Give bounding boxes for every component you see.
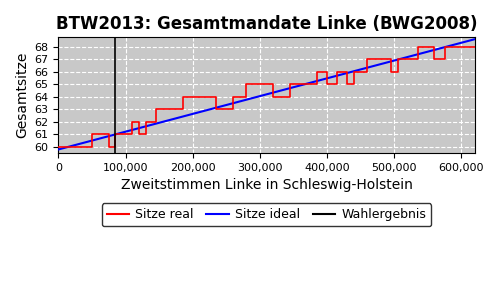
Y-axis label: Gesamtsitze: Gesamtsitze: [15, 52, 29, 138]
Title: BTW2013: Gesamtmandate Linke (BWG2008): BTW2013: Gesamtmandate Linke (BWG2008): [56, 15, 478, 33]
X-axis label: Zweitstimmen Linke in Schleswig-Holstein: Zweitstimmen Linke in Schleswig-Holstein: [120, 178, 412, 192]
Legend: Sitze real, Sitze ideal, Wahlergebnis: Sitze real, Sitze ideal, Wahlergebnis: [102, 203, 431, 226]
